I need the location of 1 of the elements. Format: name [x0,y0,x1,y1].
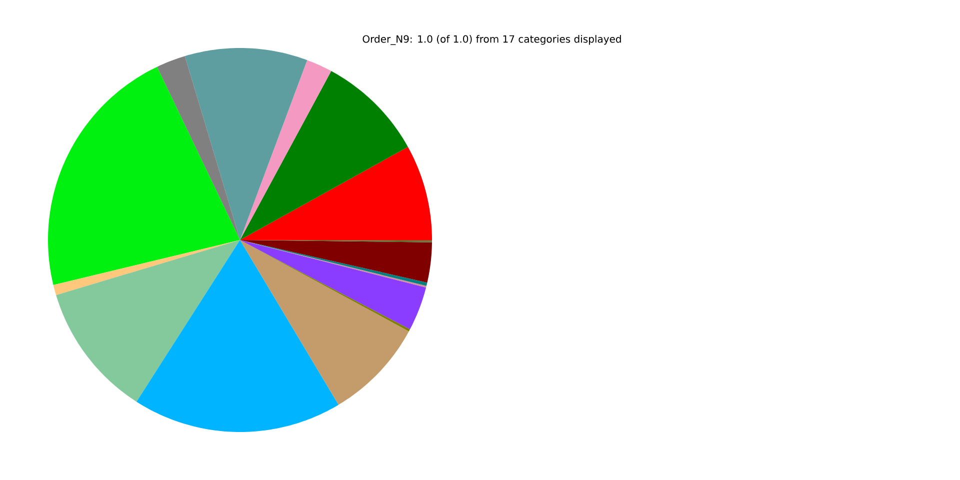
text: Order_N9: 1.0 (of 1.0) from 17 categories displayed [362,35,621,45]
